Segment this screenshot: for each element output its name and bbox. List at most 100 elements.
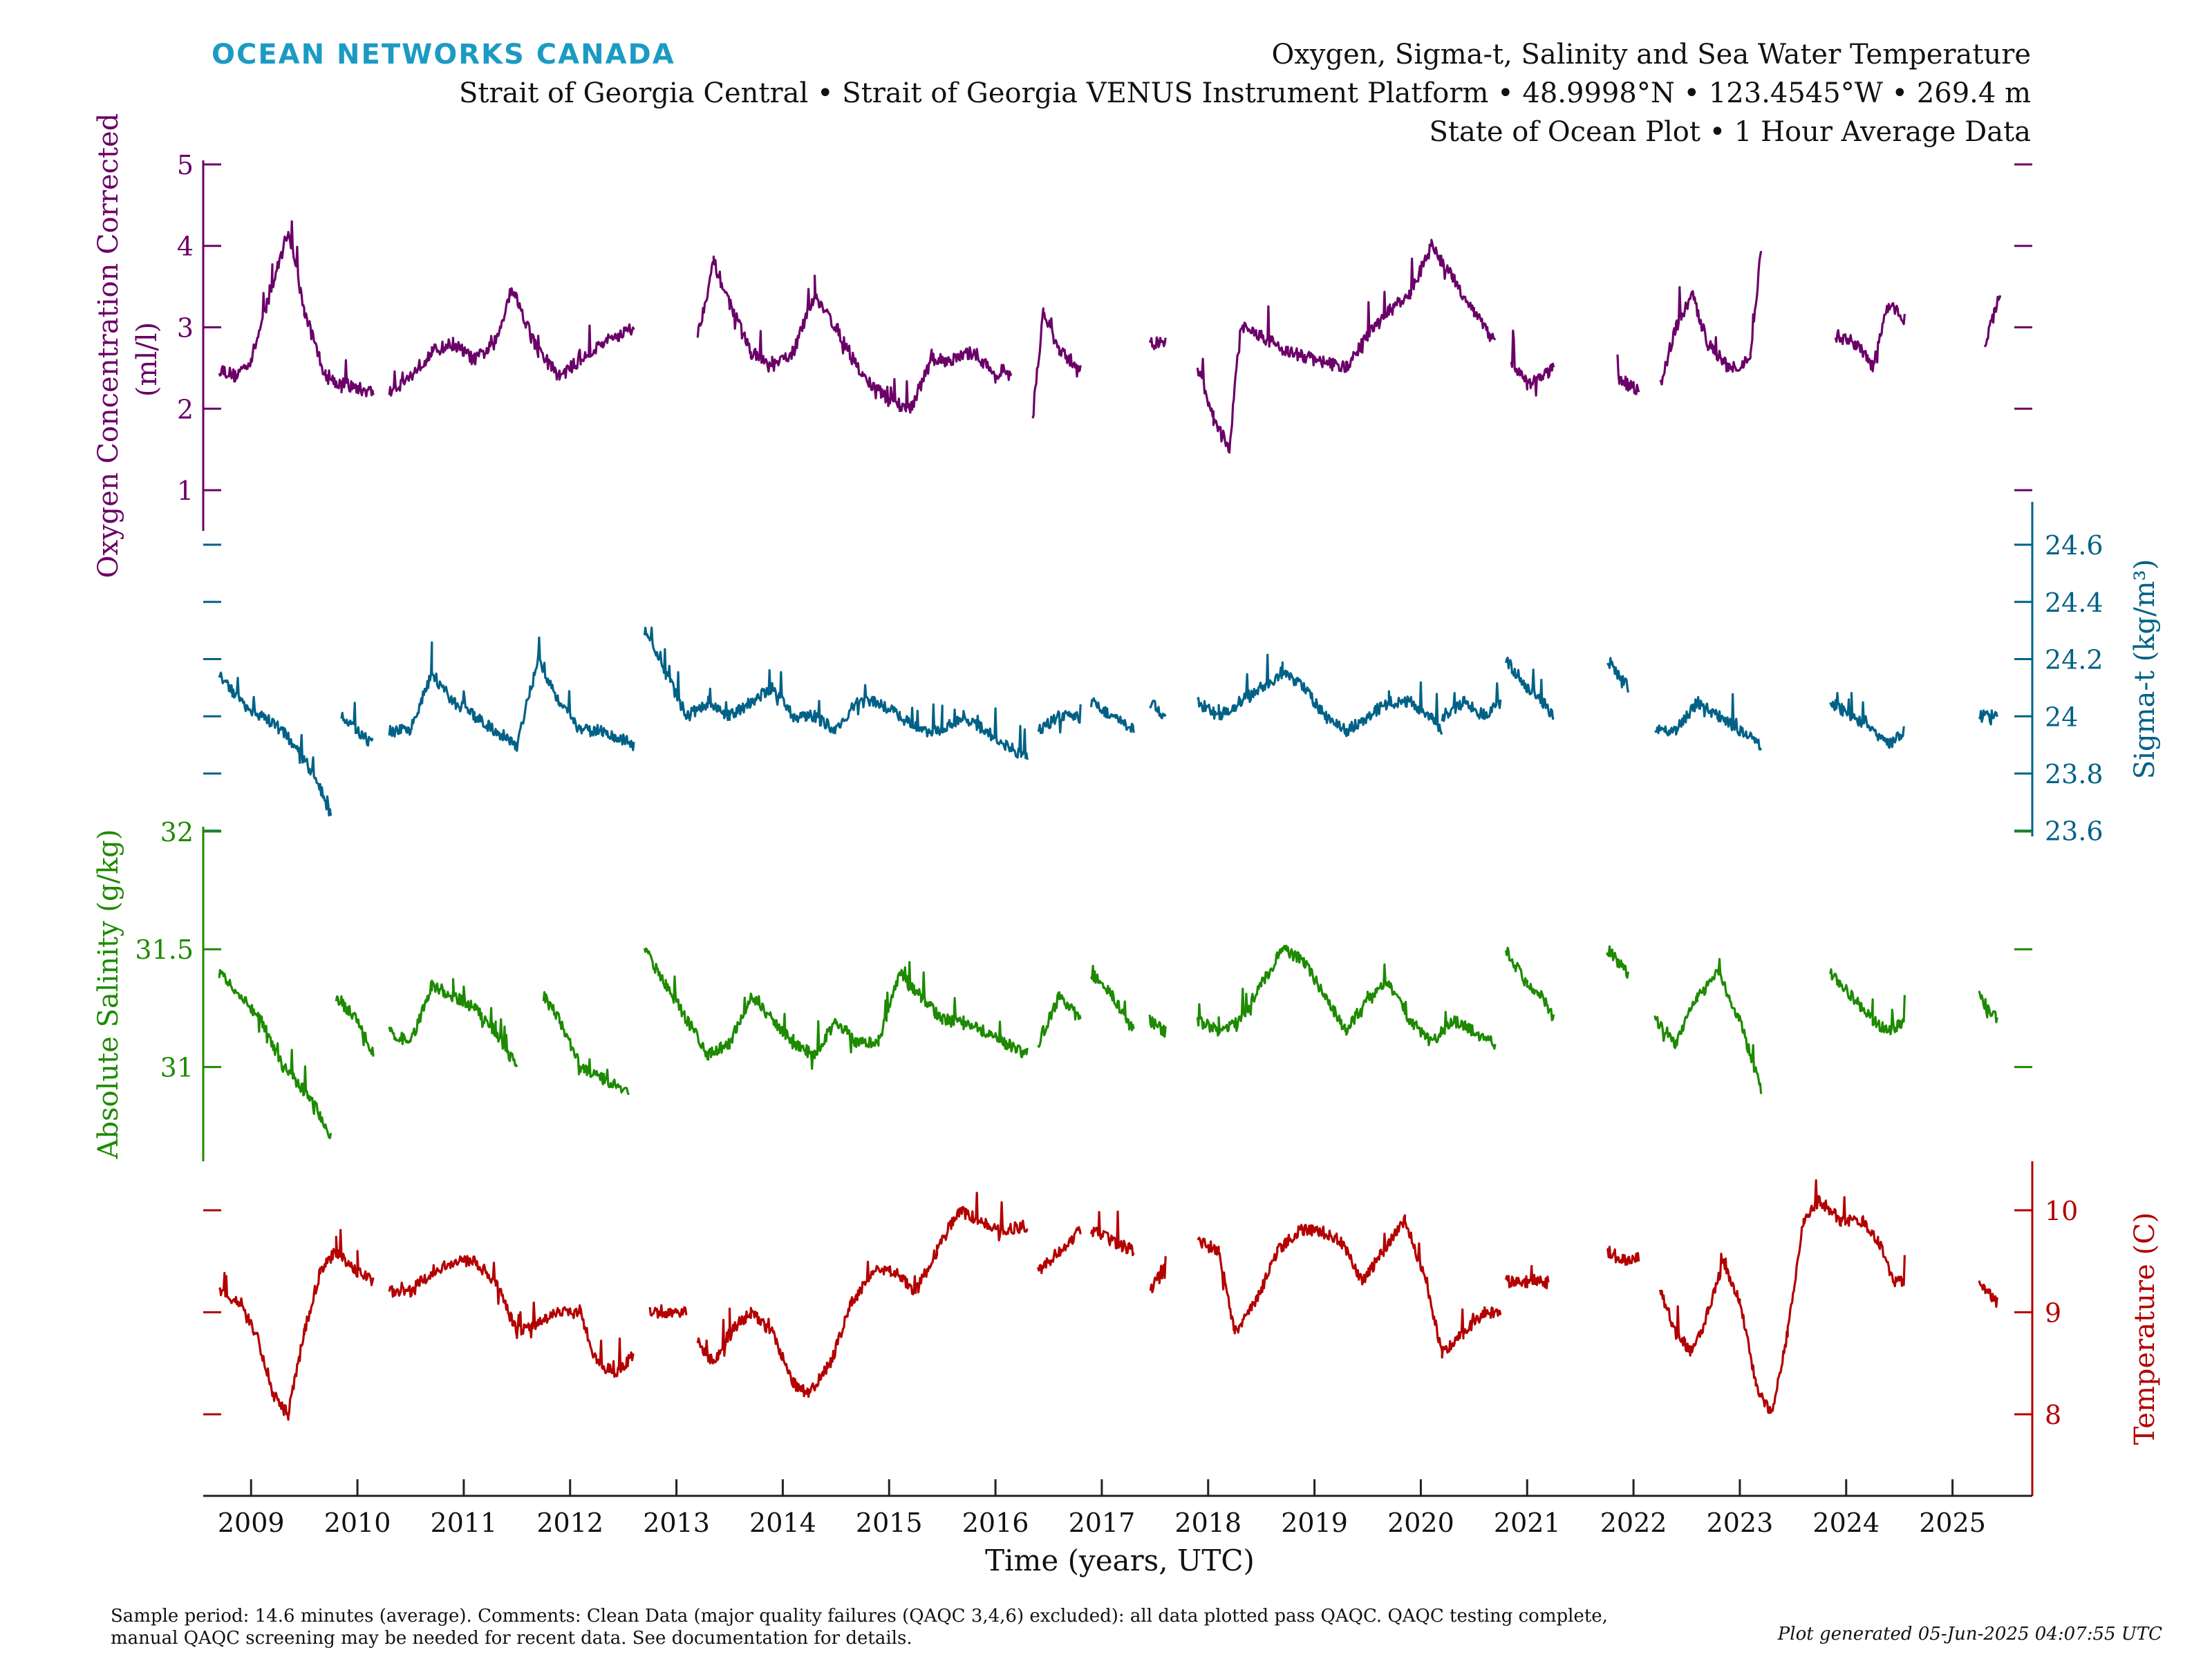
temperature-axis-label: Temperature (C)	[2129, 1212, 2161, 1445]
temperature-series-9	[1606, 1246, 1640, 1266]
oxygen-tick-label: 5	[177, 150, 194, 180]
x-tick-label: 2025	[1919, 1508, 1986, 1538]
oxygen-series-8	[1659, 250, 1763, 386]
x-tick-label: 2013	[643, 1508, 710, 1538]
salinity-series-13	[1978, 991, 1998, 1024]
temperature-tick-label: 8	[2045, 1400, 2061, 1430]
x-axis: 2009 2010 2011 2012 2013 2014 2015 2016 2017 2018…	[203, 1479, 2032, 1538]
footer-note-line-2: manual QAQC screening may be needed for …	[111, 1628, 912, 1649]
sigma-series-8	[1441, 682, 1502, 722]
salinity-series-12	[1829, 968, 1906, 1035]
salinity-series-4	[643, 947, 1029, 1070]
x-tick-label: 2016	[962, 1508, 1029, 1538]
oxygen-series-7	[1616, 354, 1640, 395]
salinity-series-9	[1504, 946, 1555, 1022]
salinity-tick-label: 31	[160, 1053, 194, 1083]
sigma-series-12	[1829, 692, 1906, 749]
x-tick-label: 2015	[856, 1508, 923, 1538]
salinity-series-7	[1148, 1014, 1167, 1038]
sigma-series-4	[1037, 704, 1082, 735]
x-tick-label: 2020	[1387, 1508, 1454, 1538]
x-tick-label: 2011	[431, 1508, 498, 1538]
temperature-series-8	[1504, 1265, 1550, 1290]
oxygen-tick-label: 2	[177, 394, 194, 424]
sigma-series-10	[1606, 657, 1629, 693]
oxygen-tick-label: 4	[177, 232, 194, 262]
x-tick-label: 2012	[536, 1508, 603, 1538]
oxygen-axis-label-unit: (ml/l)	[131, 322, 163, 397]
plot-generated-timestamp: Plot generated 05-Jun-2025 04:07:55 UTC	[1777, 1624, 2162, 1644]
footer-note-line-1: Sample period: 14.6 minutes (average). C…	[111, 1606, 1608, 1627]
oxygen-series-6	[1510, 329, 1555, 397]
temperature-series-1	[388, 1255, 635, 1378]
temperature-series-2	[648, 1304, 688, 1319]
x-tick-label: 2009	[218, 1508, 285, 1538]
footer-note: Sample period: 14.6 minutes (average). C…	[111, 1605, 1770, 1649]
oxygen-series-10	[1983, 294, 2002, 348]
temperature-series-4	[1037, 1226, 1082, 1275]
x-tick-label: 2014	[749, 1508, 816, 1538]
temperature-series-0	[218, 1228, 375, 1421]
sigma-series-5	[1089, 697, 1135, 733]
temperature-tick-label: 9	[2045, 1297, 2061, 1328]
oxygen-tick-label: 3	[177, 312, 194, 343]
sigma-axis-label: Sigma-t (kg/m³)	[2129, 559, 2161, 779]
chart-subtitle: Strait of Georgia Central • Strait of Ge…	[459, 77, 2031, 109]
temperature-series-11	[1978, 1280, 1998, 1308]
temperature-series-3	[696, 1192, 1029, 1398]
oxygen-panel: 1 2 3 4 5 Oxygen Concentration Corrected (ml/l…	[93, 113, 2032, 579]
chart-subtitle-2: State of Ocean Plot • 1 Hour Average Dat…	[1429, 116, 2031, 148]
chart-title: Oxygen, Sigma-t, Salinity and Sea Water …	[1272, 39, 2031, 71]
temperature-panel: 8 9 10 Temperature (C)	[203, 1161, 2161, 1496]
sigma-series-2	[388, 636, 635, 752]
oxygen-tick-label: 1	[177, 476, 194, 506]
x-tick-label: 2022	[1600, 1508, 1667, 1538]
oxygen-axis-label: Oxygen Concentration Corrected	[93, 113, 124, 579]
sigma-tick-label: 24.2	[2045, 645, 2103, 675]
sigma-t-panel: 23.6 23.8 24 24.2 24.4 24.6 Sigma-t (kg/m³)	[203, 502, 2161, 847]
oxygen-series-2	[696, 255, 1013, 414]
sigma-series-13	[1978, 709, 1998, 726]
oxygen-series-0	[218, 220, 375, 397]
x-tick-label: 2024	[1812, 1508, 1880, 1538]
temperature-tick-label: 10	[2045, 1196, 2078, 1226]
salinity-series-2	[388, 977, 518, 1068]
salinity-series-8	[1196, 944, 1497, 1050]
salinity-series-5	[1037, 991, 1082, 1048]
x-tick-label: 2023	[1707, 1508, 1774, 1538]
oxygen-series-9	[1834, 302, 1906, 373]
x-tick-label: 2021	[1494, 1508, 1561, 1538]
sigma-tick-label: 23.6	[2045, 816, 2103, 847]
x-tick-label: 2010	[324, 1508, 391, 1538]
sigma-series-7	[1197, 653, 1443, 738]
x-axis-label: Time (years, UTC)	[985, 1544, 1255, 1577]
temperature-series-7	[1197, 1214, 1502, 1359]
salinity-axis-label: Absolute Salinity (g/kg)	[93, 829, 124, 1159]
sigma-series-9	[1504, 656, 1555, 720]
x-tick-label: 2018	[1174, 1508, 1241, 1538]
oxygen-series-1	[388, 287, 635, 397]
sigma-series-0	[218, 671, 332, 817]
salinity-tick-label: 32	[160, 817, 194, 847]
ocean-networks-canada-logo: OCEAN NETWORKS CANADA	[212, 39, 675, 71]
sigma-tick-label: 24	[2045, 702, 2078, 732]
salinity-series-11	[1653, 957, 1763, 1094]
temperature-series-10	[1659, 1179, 1906, 1414]
sigma-series-1	[340, 702, 374, 747]
salinity-panel: 31 31.5 32 Absolute Salinity (g/kg)	[93, 817, 2032, 1161]
sigma-tick-label: 24.6	[2045, 530, 2103, 561]
salinity-series-0	[218, 968, 332, 1139]
x-tick-label: 2017	[1069, 1508, 1136, 1538]
sigma-series-3	[643, 626, 1029, 760]
salinity-tick-label: 31.5	[135, 935, 194, 965]
sigma-tick-label: 24.4	[2045, 588, 2103, 618]
temperature-series-5	[1089, 1210, 1135, 1257]
oxygen-series-3	[1031, 307, 1082, 419]
temperature-series-6	[1149, 1256, 1167, 1293]
salinity-series-1	[335, 995, 375, 1057]
oxygen-series-4	[1148, 336, 1167, 350]
sigma-series-6	[1148, 700, 1167, 720]
salinity-series-6	[1090, 964, 1135, 1031]
salinity-series-3	[542, 991, 630, 1096]
